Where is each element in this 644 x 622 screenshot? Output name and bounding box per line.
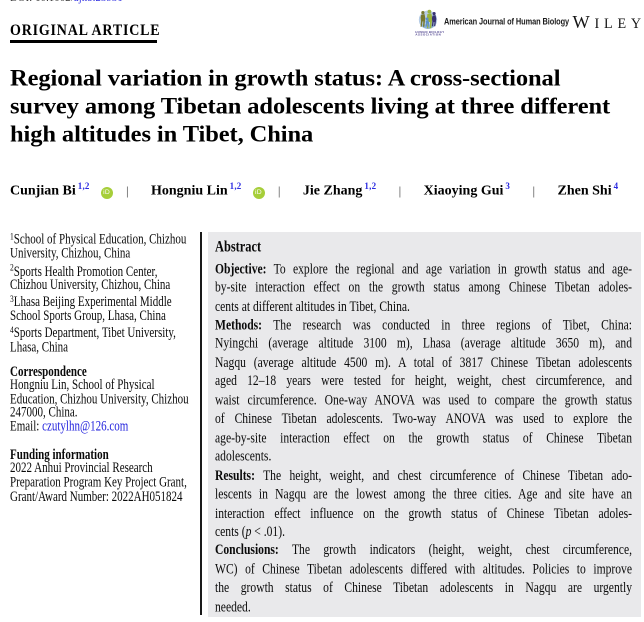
svg-text:ASSOCIATION: ASSOCIATION xyxy=(415,33,441,37)
svg-text:HUMAN BIOLOGY: HUMAN BIOLOGY xyxy=(415,30,444,34)
